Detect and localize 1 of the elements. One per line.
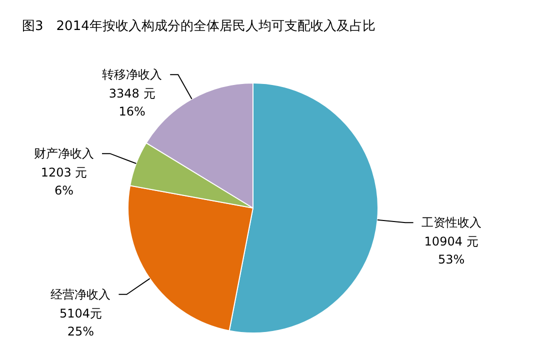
title: 图3 2014年按收入构成分的全体居民人均可支配收入及占比 (22, 19, 376, 34)
